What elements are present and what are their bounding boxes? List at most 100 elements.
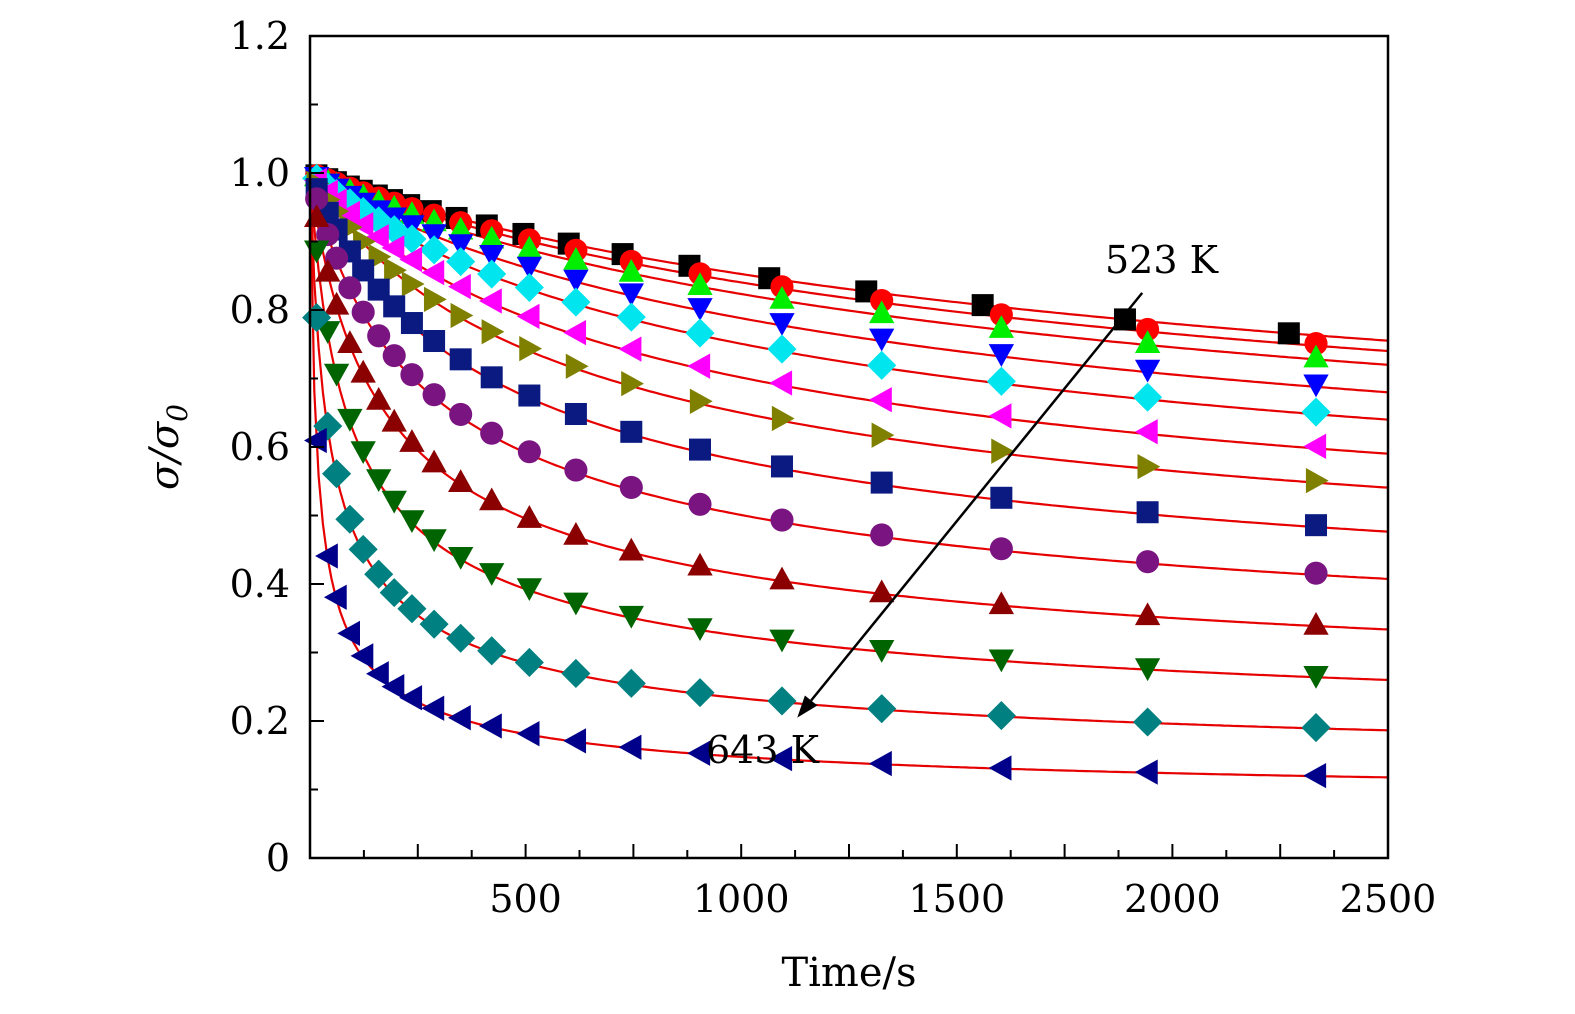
data-point: [769, 746, 793, 772]
data-point: [399, 510, 425, 533]
data-point: [337, 620, 361, 647]
data-point: [1134, 658, 1161, 682]
data-point: [315, 543, 338, 569]
data-point: [618, 734, 642, 760]
x-tick-label: 1000: [693, 877, 790, 921]
data-point: [990, 486, 1013, 509]
data-point: [869, 387, 892, 413]
data-point: [350, 441, 376, 464]
data-point: [1136, 550, 1160, 574]
data-point: [685, 318, 715, 348]
data-point: [514, 647, 544, 678]
data-point: [619, 475, 643, 499]
data-point: [448, 546, 474, 570]
data-point: [477, 636, 507, 666]
arrow-head: [797, 695, 818, 718]
label-643K: 643 K: [706, 728, 820, 772]
data-point: [322, 459, 352, 489]
data-point: [561, 287, 591, 317]
data-points: [302, 163, 1331, 789]
data-point: [516, 256, 543, 280]
data-point: [516, 578, 543, 602]
data-point: [618, 336, 642, 362]
data-point: [687, 298, 713, 321]
data-point: [564, 402, 587, 425]
data-point: [366, 469, 392, 493]
data-point: [399, 246, 423, 273]
data-point: [379, 215, 409, 245]
data-point: [516, 505, 543, 528]
data-point: [1305, 467, 1329, 494]
data-point: [351, 300, 375, 324]
data-point: [1303, 762, 1327, 789]
data-point: [1304, 332, 1328, 356]
data-point: [561, 658, 591, 688]
data-point: [989, 303, 1013, 327]
data-point: [480, 366, 503, 389]
data-point: [323, 291, 350, 315]
data-point: [381, 408, 407, 432]
data-point: [397, 594, 427, 624]
data-point: [519, 335, 543, 362]
data-point: [988, 649, 1015, 673]
data-point: [1134, 759, 1158, 785]
data-point: [988, 591, 1015, 615]
data-point: [448, 234, 474, 258]
data-point: [1303, 612, 1329, 635]
data-point: [381, 490, 407, 514]
data-point: [769, 629, 795, 653]
data-point: [1304, 561, 1328, 585]
data-point: [870, 471, 893, 494]
data-point: [988, 315, 1015, 338]
data-point: [399, 429, 425, 452]
data-point: [988, 403, 1012, 429]
y-tick-label: 0.8: [230, 288, 290, 332]
data-point: [516, 721, 540, 747]
data-point: [1136, 317, 1160, 341]
data-point: [1303, 666, 1329, 689]
data-point: [479, 713, 502, 739]
data-point: [618, 605, 644, 629]
data-point: [364, 206, 394, 236]
x-tick-label: 1500: [908, 877, 1005, 921]
data-point: [518, 384, 541, 407]
data-point: [688, 438, 711, 461]
data-point: [867, 694, 897, 724]
y-axis-title-main: σ/σ: [142, 420, 188, 490]
data-point: [564, 458, 588, 482]
data-point: [381, 235, 405, 261]
y-tick-label: 1.2: [230, 14, 290, 58]
x-tick-labels: 500 1000 1500 2000 2500: [489, 877, 1436, 921]
data-point: [350, 643, 374, 669]
data-point: [421, 449, 447, 473]
data-point: [516, 303, 540, 330]
data-point: [1133, 382, 1163, 412]
data-point: [422, 383, 446, 407]
data-point: [446, 623, 476, 653]
data-point: [1133, 707, 1163, 737]
annotation-group: 523 K 643 K: [706, 238, 1219, 772]
data-point: [621, 370, 644, 397]
temperature-arrow: [810, 292, 1144, 702]
data-point: [565, 353, 589, 379]
data-point: [400, 363, 424, 387]
fit-curve-5: [309, 172, 1389, 421]
data-point: [384, 257, 407, 283]
data-point: [991, 438, 1015, 464]
y-tick-label: 0.4: [230, 562, 290, 606]
data-point: [563, 246, 589, 270]
data-point: [481, 319, 505, 345]
data-point: [1134, 602, 1161, 626]
y-axis-title-subscript: 0: [161, 404, 194, 422]
fit-curve-10: [308, 172, 1389, 631]
data-point: [325, 246, 349, 270]
data-point: [1134, 330, 1161, 353]
data-point: [770, 508, 794, 532]
data-point: [516, 235, 543, 259]
data-point: [687, 618, 713, 642]
data-point: [685, 678, 715, 708]
data-point: [869, 640, 895, 663]
data-point: [1301, 713, 1331, 743]
data-point: [869, 750, 892, 777]
data-point: [687, 272, 713, 295]
